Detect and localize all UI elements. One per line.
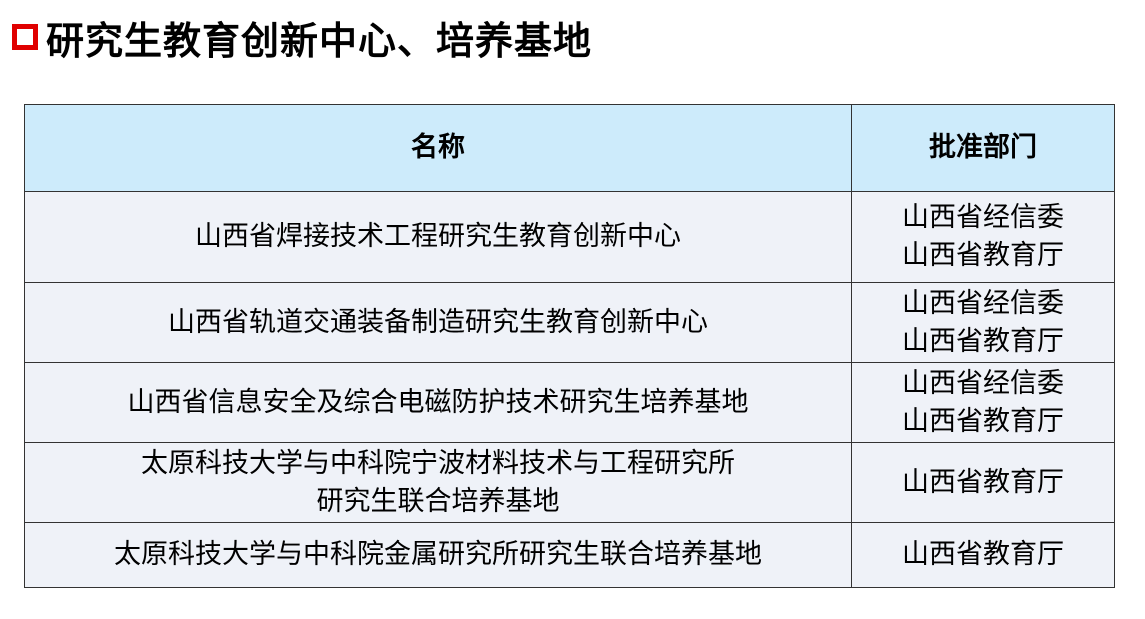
table-row: 太原科技大学与中科院宁波材料技术与工程研究所 研究生联合培养基地 山西省教育厅 [24, 442, 1115, 523]
name-cell: 山西省焊接技术工程研究生教育创新中心 [24, 191, 852, 283]
centers-table: 名称 批准部门 山西省焊接技术工程研究生教育创新中心 山西省经信委 山西省教育厅 … [24, 104, 1115, 588]
department-cell: 山西省经信委 山西省教育厅 [851, 362, 1115, 443]
name-cell: 山西省信息安全及综合电磁防护技术研究生培养基地 [24, 362, 852, 443]
table-row: 山西省轨道交通装备制造研究生教育创新中心 山西省经信委 山西省教育厅 [24, 282, 1115, 363]
department-cell: 山西省教育厅 [851, 522, 1115, 588]
table-row: 山西省焊接技术工程研究生教育创新中心 山西省经信委 山西省教育厅 [24, 191, 1115, 283]
table-row: 太原科技大学与中科院金属研究所研究生联合培养基地 山西省教育厅 [24, 522, 1115, 588]
department-cell: 山西省经信委 山西省教育厅 [851, 282, 1115, 363]
header-department: 批准部门 [851, 104, 1115, 192]
page-title-text: 研究生教育创新中心、培养基地 [46, 18, 593, 63]
name-cell: 太原科技大学与中科院宁波材料技术与工程研究所 研究生联合培养基地 [24, 442, 852, 523]
department-cell: 山西省教育厅 [851, 442, 1115, 523]
square-bullet-icon [12, 24, 38, 50]
header-name: 名称 [24, 104, 852, 192]
department-cell: 山西省经信委 山西省教育厅 [851, 191, 1115, 283]
table-header-row: 名称 批准部门 [24, 104, 1115, 192]
table-row: 山西省信息安全及综合电磁防护技术研究生培养基地 山西省经信委 山西省教育厅 [24, 362, 1115, 443]
name-cell: 太原科技大学与中科院金属研究所研究生联合培养基地 [24, 522, 852, 588]
name-cell: 山西省轨道交通装备制造研究生教育创新中心 [24, 282, 852, 363]
page-title: 研究生教育创新中心、培养基地 [12, 12, 593, 63]
